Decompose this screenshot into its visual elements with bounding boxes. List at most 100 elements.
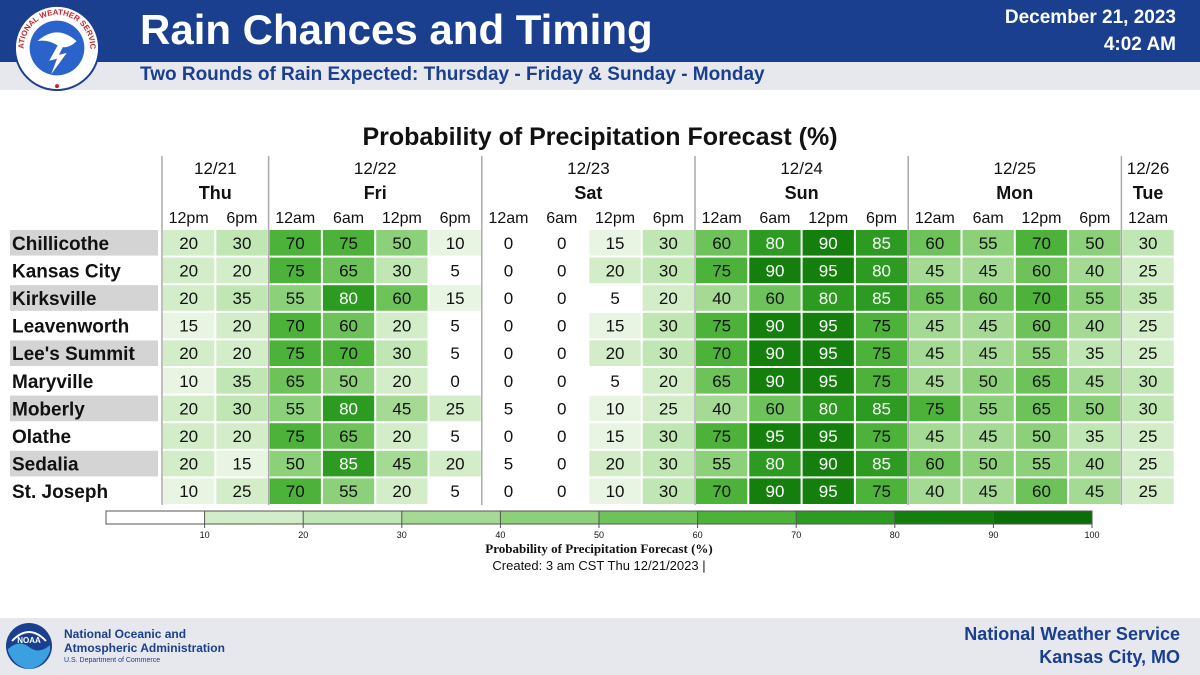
pop-cell (589, 423, 641, 449)
pop-value: 30 (232, 399, 251, 418)
pop-cell (269, 230, 321, 256)
pop-cell (589, 257, 641, 284)
pop-value: 65 (286, 372, 305, 391)
pop-cell (589, 312, 641, 339)
pop-cell (482, 340, 535, 366)
pop-cell (1015, 340, 1068, 366)
location-label-bg (10, 312, 158, 339)
pop-cell (163, 312, 215, 339)
pop-cell (216, 340, 268, 366)
pop-value: 0 (504, 482, 513, 501)
pop-cell (1069, 340, 1121, 366)
colorbar-segment (500, 511, 599, 524)
time-label: 6am (973, 210, 1004, 227)
pop-cell (536, 450, 588, 477)
pop-cell (376, 478, 428, 504)
pop-value: 20 (392, 372, 411, 391)
pop-cell (962, 285, 1014, 311)
pop-cell (376, 395, 428, 422)
pop-value: 55 (712, 455, 731, 474)
pop-cell (536, 478, 588, 504)
pop-cell (802, 368, 854, 394)
pop-value: 40 (712, 399, 731, 418)
pop-value: 90 (765, 372, 784, 391)
pop-value: 60 (925, 234, 944, 253)
time-label: 12am (702, 210, 742, 227)
pop-cell (1069, 395, 1121, 422)
colorbar-tick-label: 70 (791, 530, 801, 540)
pop-cell (589, 368, 641, 394)
pop-value: 85 (872, 455, 891, 474)
pop-cell (962, 395, 1014, 422)
pop-value: 90 (765, 344, 784, 363)
location-label: Kirksville (12, 289, 97, 310)
pop-cell (376, 423, 428, 449)
pop-cell (216, 450, 268, 477)
pop-value: 30 (1139, 234, 1158, 253)
pop-cell (589, 340, 641, 366)
pop-value: 0 (557, 234, 566, 253)
pop-value: 0 (557, 261, 566, 280)
pop-value: 0 (557, 289, 566, 308)
pop-cell (749, 450, 801, 477)
pop-value: 10 (179, 482, 198, 501)
pop-value: 25 (232, 482, 251, 501)
day-name-label: Sat (574, 183, 602, 203)
pop-cell (1015, 230, 1068, 256)
pop-cell (696, 368, 748, 394)
pop-value: 5 (610, 289, 619, 308)
noaa-logo: NOAA (6, 623, 52, 669)
pop-value: 75 (872, 482, 891, 501)
pop-cell (855, 312, 908, 339)
noaa-department: U.S. Department of Commerce (64, 657, 161, 664)
pop-value: 60 (765, 399, 784, 418)
pop-cell (322, 285, 375, 311)
pop-value: 50 (979, 372, 998, 391)
time-label: 12am (915, 210, 955, 227)
time-label: 6pm (653, 210, 684, 227)
pop-value: 60 (979, 289, 998, 308)
pop-value: 85 (339, 455, 358, 474)
pop-value: 90 (819, 455, 838, 474)
footer-band (0, 618, 1200, 675)
pop-cell (909, 312, 961, 339)
pop-value: 95 (819, 317, 838, 336)
pop-value: 80 (872, 261, 891, 280)
day-name-label: Thu (199, 183, 232, 203)
pop-value: 35 (1085, 344, 1104, 363)
pop-cell (482, 395, 535, 422)
pop-cell (802, 257, 854, 284)
pop-cell (163, 423, 215, 449)
pop-value: 25 (1139, 455, 1158, 474)
time-label: 6pm (440, 210, 471, 227)
pop-cell (1122, 257, 1174, 284)
pop-cell (855, 395, 908, 422)
colorbar-tick-label: 80 (890, 530, 900, 540)
pop-value: 35 (232, 289, 251, 308)
pop-value: 75 (872, 317, 891, 336)
location-label-bg (10, 450, 158, 477)
pop-value: 15 (606, 234, 625, 253)
location-label-bg (10, 230, 158, 256)
pop-value: 80 (819, 289, 838, 308)
pop-cell (163, 450, 215, 477)
pop-cell (909, 368, 961, 394)
pop-cell (962, 423, 1014, 449)
pop-value: 55 (1032, 344, 1051, 363)
pop-cell (749, 257, 801, 284)
pop-cell (749, 395, 801, 422)
pop-value: 95 (819, 344, 838, 363)
pop-cell (909, 478, 961, 504)
colorbar-segment (894, 511, 994, 524)
pop-cell (909, 285, 961, 311)
pop-cell (269, 423, 321, 449)
colorbar-tick-label: 20 (298, 530, 308, 540)
pop-value: 20 (179, 234, 198, 253)
pop-value: 45 (979, 427, 998, 446)
pop-cell (1069, 478, 1121, 504)
pop-value: 65 (712, 372, 731, 391)
pop-value: 5 (450, 427, 459, 446)
pop-value: 30 (392, 344, 411, 363)
pop-value: 75 (925, 399, 944, 418)
pop-value: 10 (606, 399, 625, 418)
